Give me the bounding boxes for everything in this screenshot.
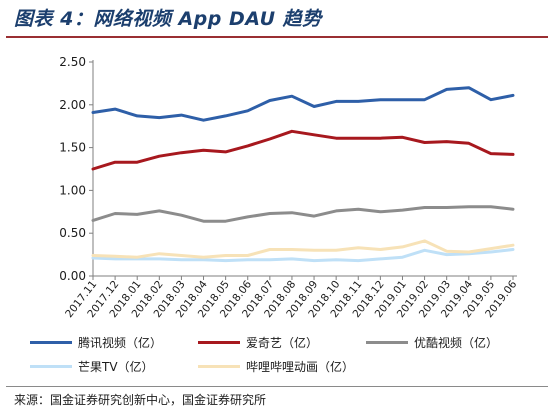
y-tick-label: 0.50 <box>59 226 86 240</box>
series-line <box>91 248 515 263</box>
legend-swatch <box>30 365 72 368</box>
legend-item: 哔哩哔哩动画（亿） <box>198 358 354 375</box>
y-tick-label: 1.50 <box>59 141 86 155</box>
chart-axes <box>92 60 517 277</box>
legend-swatch <box>198 365 240 368</box>
series-line <box>91 239 515 259</box>
y-tick-label: 2.00 <box>59 98 86 112</box>
legend-item: 爱奇艺（亿） <box>198 334 318 351</box>
legend-item: 腾讯视频（亿） <box>30 334 162 351</box>
series-line <box>91 86 515 122</box>
legend-label: 优酷视频（亿） <box>414 336 499 350</box>
legend-label: 爱奇艺（亿） <box>246 336 319 350</box>
x-axis-ticks: 2017.112017.122018.012018.022018.032018.… <box>63 276 520 320</box>
legend-label: 哔哩哔哩动画（亿） <box>246 360 355 374</box>
series-line <box>91 129 515 171</box>
series-lines <box>91 86 515 263</box>
legend-item: 芒果TV（亿） <box>30 358 154 375</box>
source-note: 来源：国金证券研究创新中心，国金证券研究所 <box>14 393 267 407</box>
line-chart: 0.00 0.50 1.00 1.50 2.00 2.50 2017.112017.122… <box>59 55 520 320</box>
legend-swatch <box>30 341 72 344</box>
legend-item: 优酷视频（亿） <box>366 334 498 351</box>
y-tick-label: 0.00 <box>59 269 86 283</box>
legend-label: 腾讯视频（亿） <box>78 336 163 350</box>
footer-rule <box>6 386 548 387</box>
legend-swatch <box>198 341 240 344</box>
chart-legend: 腾讯视频（亿） 爱奇艺（亿） 优酷视频（亿） 芒果TV（亿） 哔哩哔哩动画（亿） <box>30 334 530 380</box>
legend-swatch <box>366 341 408 344</box>
chart-title: 图表 4：网络视频 App DAU 趋势 <box>14 8 322 30</box>
y-tick-label: 2.50 <box>59 55 86 69</box>
y-tick-label: 1.00 <box>59 183 86 197</box>
title-rule <box>6 36 548 38</box>
legend-label: 芒果TV（亿） <box>78 360 154 374</box>
y-axis-ticks: 0.00 0.50 1.00 1.50 2.00 2.50 <box>59 55 93 283</box>
series-line <box>91 205 515 223</box>
